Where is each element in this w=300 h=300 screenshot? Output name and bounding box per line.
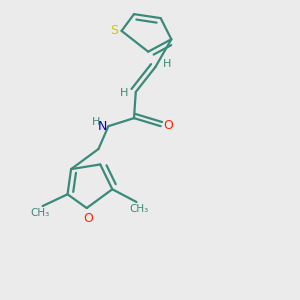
Text: CH₃: CH₃ xyxy=(130,204,149,214)
Text: H: H xyxy=(92,117,100,127)
Text: O: O xyxy=(164,119,173,132)
Text: H: H xyxy=(120,88,129,98)
Text: O: O xyxy=(83,212,93,225)
Text: H: H xyxy=(163,59,171,69)
Text: N: N xyxy=(97,120,107,133)
Text: S: S xyxy=(110,24,118,37)
Text: CH₃: CH₃ xyxy=(30,208,50,218)
